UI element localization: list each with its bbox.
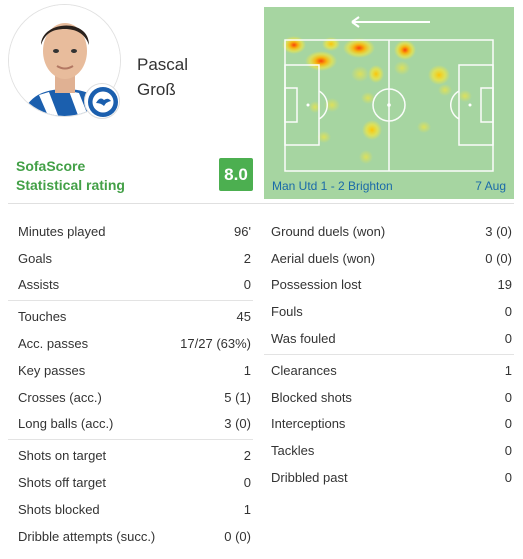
stat-row-was-fouled: Was fouled 0 xyxy=(264,325,514,352)
stat-value: 1 xyxy=(243,362,251,378)
stat-value: 0 xyxy=(504,331,512,347)
player-photo-icon xyxy=(9,5,120,116)
stat-row-minutes-played: Minutes played 96' xyxy=(8,218,253,245)
stat-value: 1 xyxy=(504,362,512,378)
stat-label: Dribbled past xyxy=(271,470,348,486)
divider xyxy=(8,203,514,204)
stat-row-possession-lost: Possession lost 19 xyxy=(264,272,514,299)
rating-label-line2: Statistical rating xyxy=(16,177,125,193)
stat-label: Touches xyxy=(18,309,67,325)
stat-value: 0 (0) xyxy=(485,250,512,266)
brighton-crest-icon xyxy=(88,87,118,117)
stat-row-ground-duels: Ground duels (won) 3 (0) xyxy=(264,218,514,245)
stat-row-blocked-shots: Blocked shots 0 xyxy=(264,384,514,411)
stat-value: 3 (0) xyxy=(485,223,512,239)
player-first-name: Pascal xyxy=(137,55,189,74)
stat-row-shots-off-target: Shots off target 0 xyxy=(8,469,253,496)
stat-value: 96' xyxy=(234,223,251,239)
stat-value: 2 xyxy=(243,448,251,464)
stat-value: 45 xyxy=(236,309,251,325)
stat-row-interceptions: Interceptions 0 xyxy=(264,411,514,438)
player-avatar xyxy=(8,4,121,117)
direction-arrow-icon xyxy=(351,16,430,28)
rating-label: SofaScore Statistical rating xyxy=(16,157,125,195)
stat-row-dribbled-past: Dribbled past 0 xyxy=(264,464,514,491)
stat-row-fouls: Fouls 0 xyxy=(264,298,514,325)
stat-value: 0 xyxy=(243,277,251,293)
stat-label: Clearances xyxy=(271,362,337,378)
stat-row-acc-passes: Acc. passes 17/27 (63%) xyxy=(8,330,253,357)
stat-value: 17/27 (63%) xyxy=(180,336,251,352)
match-info[interactable]: Man Utd 1 - 2 Brighton xyxy=(272,179,393,193)
stat-value: 1 xyxy=(243,501,251,517)
stat-value: 0 xyxy=(504,416,512,432)
club-badge xyxy=(84,83,120,119)
stats-left-column: Minutes played 96' Goals 2 Assists 0 Touche… xyxy=(8,218,253,554)
stat-row-assists: Assists 0 xyxy=(8,272,253,299)
stat-row-key-passes: Key passes 1 xyxy=(8,357,253,384)
player-last-name: Groß xyxy=(137,80,176,99)
stat-row-goals: Goals 2 xyxy=(8,245,253,272)
stat-label: Tackles xyxy=(271,443,315,459)
match-date: 7 Aug xyxy=(475,179,506,193)
rating-badge: 8.0 xyxy=(219,158,253,191)
stat-row-dribble-attempts: Dribble attempts (succ.) 0 (0) xyxy=(8,523,253,550)
stat-label: Shots off target xyxy=(18,475,106,491)
stat-value: 3 (0) xyxy=(224,416,251,432)
stat-value: 19 xyxy=(497,277,512,293)
stat-label: Blocked shots xyxy=(271,389,352,405)
stat-label: Aerial duels (won) xyxy=(271,250,376,266)
stats-group: Clearances 1 Blocked shots 0 Interceptions… xyxy=(264,357,514,493)
stat-label: Was fouled xyxy=(271,331,336,347)
stat-label: Crosses (acc.) xyxy=(18,389,102,405)
stat-label: Interceptions xyxy=(271,416,346,432)
stat-row-crosses: Crosses (acc.) 5 (1) xyxy=(8,384,253,411)
stat-row-shots-blocked: Shots blocked 1 xyxy=(8,496,253,523)
stat-row-clearances: Clearances 1 xyxy=(264,357,514,384)
stat-label: Assists xyxy=(18,277,60,293)
stat-value: 2 xyxy=(243,250,251,266)
stat-value: 0 (0) xyxy=(224,528,251,544)
stat-row-long-balls: Long balls (acc.) 3 (0) xyxy=(8,411,253,438)
stats-group: Shots on target 2 Shots off target 0 Shots… xyxy=(8,442,253,551)
stat-value: 0 xyxy=(504,389,512,405)
stat-value: 0 xyxy=(243,475,251,491)
stat-label: Shots blocked xyxy=(18,501,100,517)
stats-right-column: Ground duels (won) 3 (0) Aerial duels (wo… xyxy=(264,218,514,495)
player-name: Pascal Groß xyxy=(137,52,188,102)
stat-row-shots-on-target: Shots on target 2 xyxy=(8,442,253,469)
heatmap-card[interactable]: Man Utd 1 - 2 Brighton 7 Aug xyxy=(264,7,514,199)
stat-row-touches: Touches 45 xyxy=(8,303,253,330)
stat-label: Long balls (acc.) xyxy=(18,416,114,432)
stat-row-tackles: Tackles 0 xyxy=(264,437,514,464)
stat-label: Minutes played xyxy=(18,223,106,239)
heatmap-pitch xyxy=(282,16,494,172)
stat-label: Goals xyxy=(18,250,52,266)
stat-label: Dribble attempts (succ.) xyxy=(18,528,156,544)
stats-group: Minutes played 96' Goals 2 Assists 0 xyxy=(8,218,253,302)
rating-label-line1: SofaScore xyxy=(16,158,86,174)
stat-value: 0 xyxy=(504,470,512,486)
stats-group: Touches 45 Acc. passes 17/27 (63%) Key pas… xyxy=(8,303,253,441)
stat-label: Fouls xyxy=(271,304,303,320)
stat-value: 0 xyxy=(504,443,512,459)
stat-label: Possession lost xyxy=(271,277,362,293)
stat-label: Shots on target xyxy=(18,448,107,464)
stat-label: Key passes xyxy=(18,362,86,378)
stat-value: 0 xyxy=(504,304,512,320)
stat-value: 5 (1) xyxy=(224,389,251,405)
stat-row-aerial-duels: Aerial duels (won) 0 (0) xyxy=(264,245,514,272)
stat-label: Acc. passes xyxy=(18,336,89,352)
stat-label: Ground duels (won) xyxy=(271,223,386,239)
stats-group: Ground duels (won) 3 (0) Aerial duels (wo… xyxy=(264,218,514,355)
